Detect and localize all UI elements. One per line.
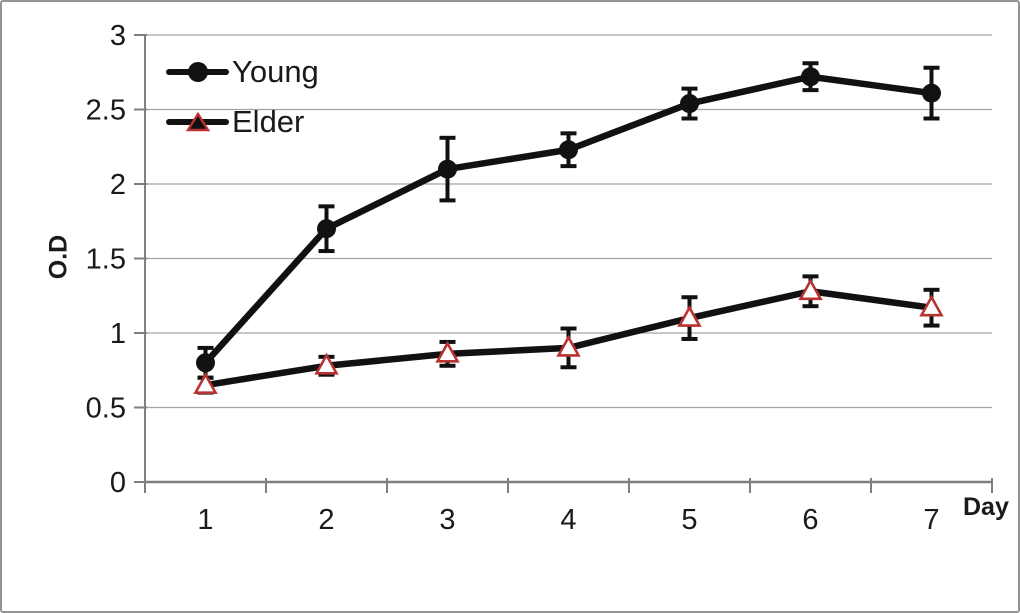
svg-text:3: 3 [439, 504, 455, 536]
svg-text:6: 6 [802, 504, 818, 536]
young-circle-marker-icon [187, 62, 208, 82]
svg-text:1.5: 1.5 [86, 244, 126, 276]
svg-text:0: 0 [110, 467, 126, 499]
y-axis-label: O.D [44, 234, 73, 280]
svg-text:4: 4 [560, 504, 576, 536]
x-axis-label: Day [963, 493, 1009, 521]
svg-text:7: 7 [923, 504, 939, 536]
legend-label-young: Young [232, 54, 319, 89]
svg-text:2.5: 2.5 [86, 95, 126, 127]
legend: Young Elder [166, 47, 319, 147]
legend-label-elder: Elder [232, 104, 305, 139]
svg-text:2: 2 [110, 169, 126, 201]
svg-text:5: 5 [681, 504, 697, 536]
young-legend-sample [166, 47, 229, 97]
svg-text:1: 1 [197, 504, 213, 536]
svg-text:2: 2 [318, 504, 334, 536]
svg-text:1: 1 [110, 318, 126, 350]
legend-item-young: Young [166, 47, 319, 97]
svg-text:3: 3 [110, 20, 126, 52]
legend-item-elder: Elder [166, 97, 319, 147]
elder-legend-sample [166, 97, 229, 147]
svg-text:0.5: 0.5 [86, 393, 126, 425]
elder-triangle-marker-icon [185, 111, 210, 132]
